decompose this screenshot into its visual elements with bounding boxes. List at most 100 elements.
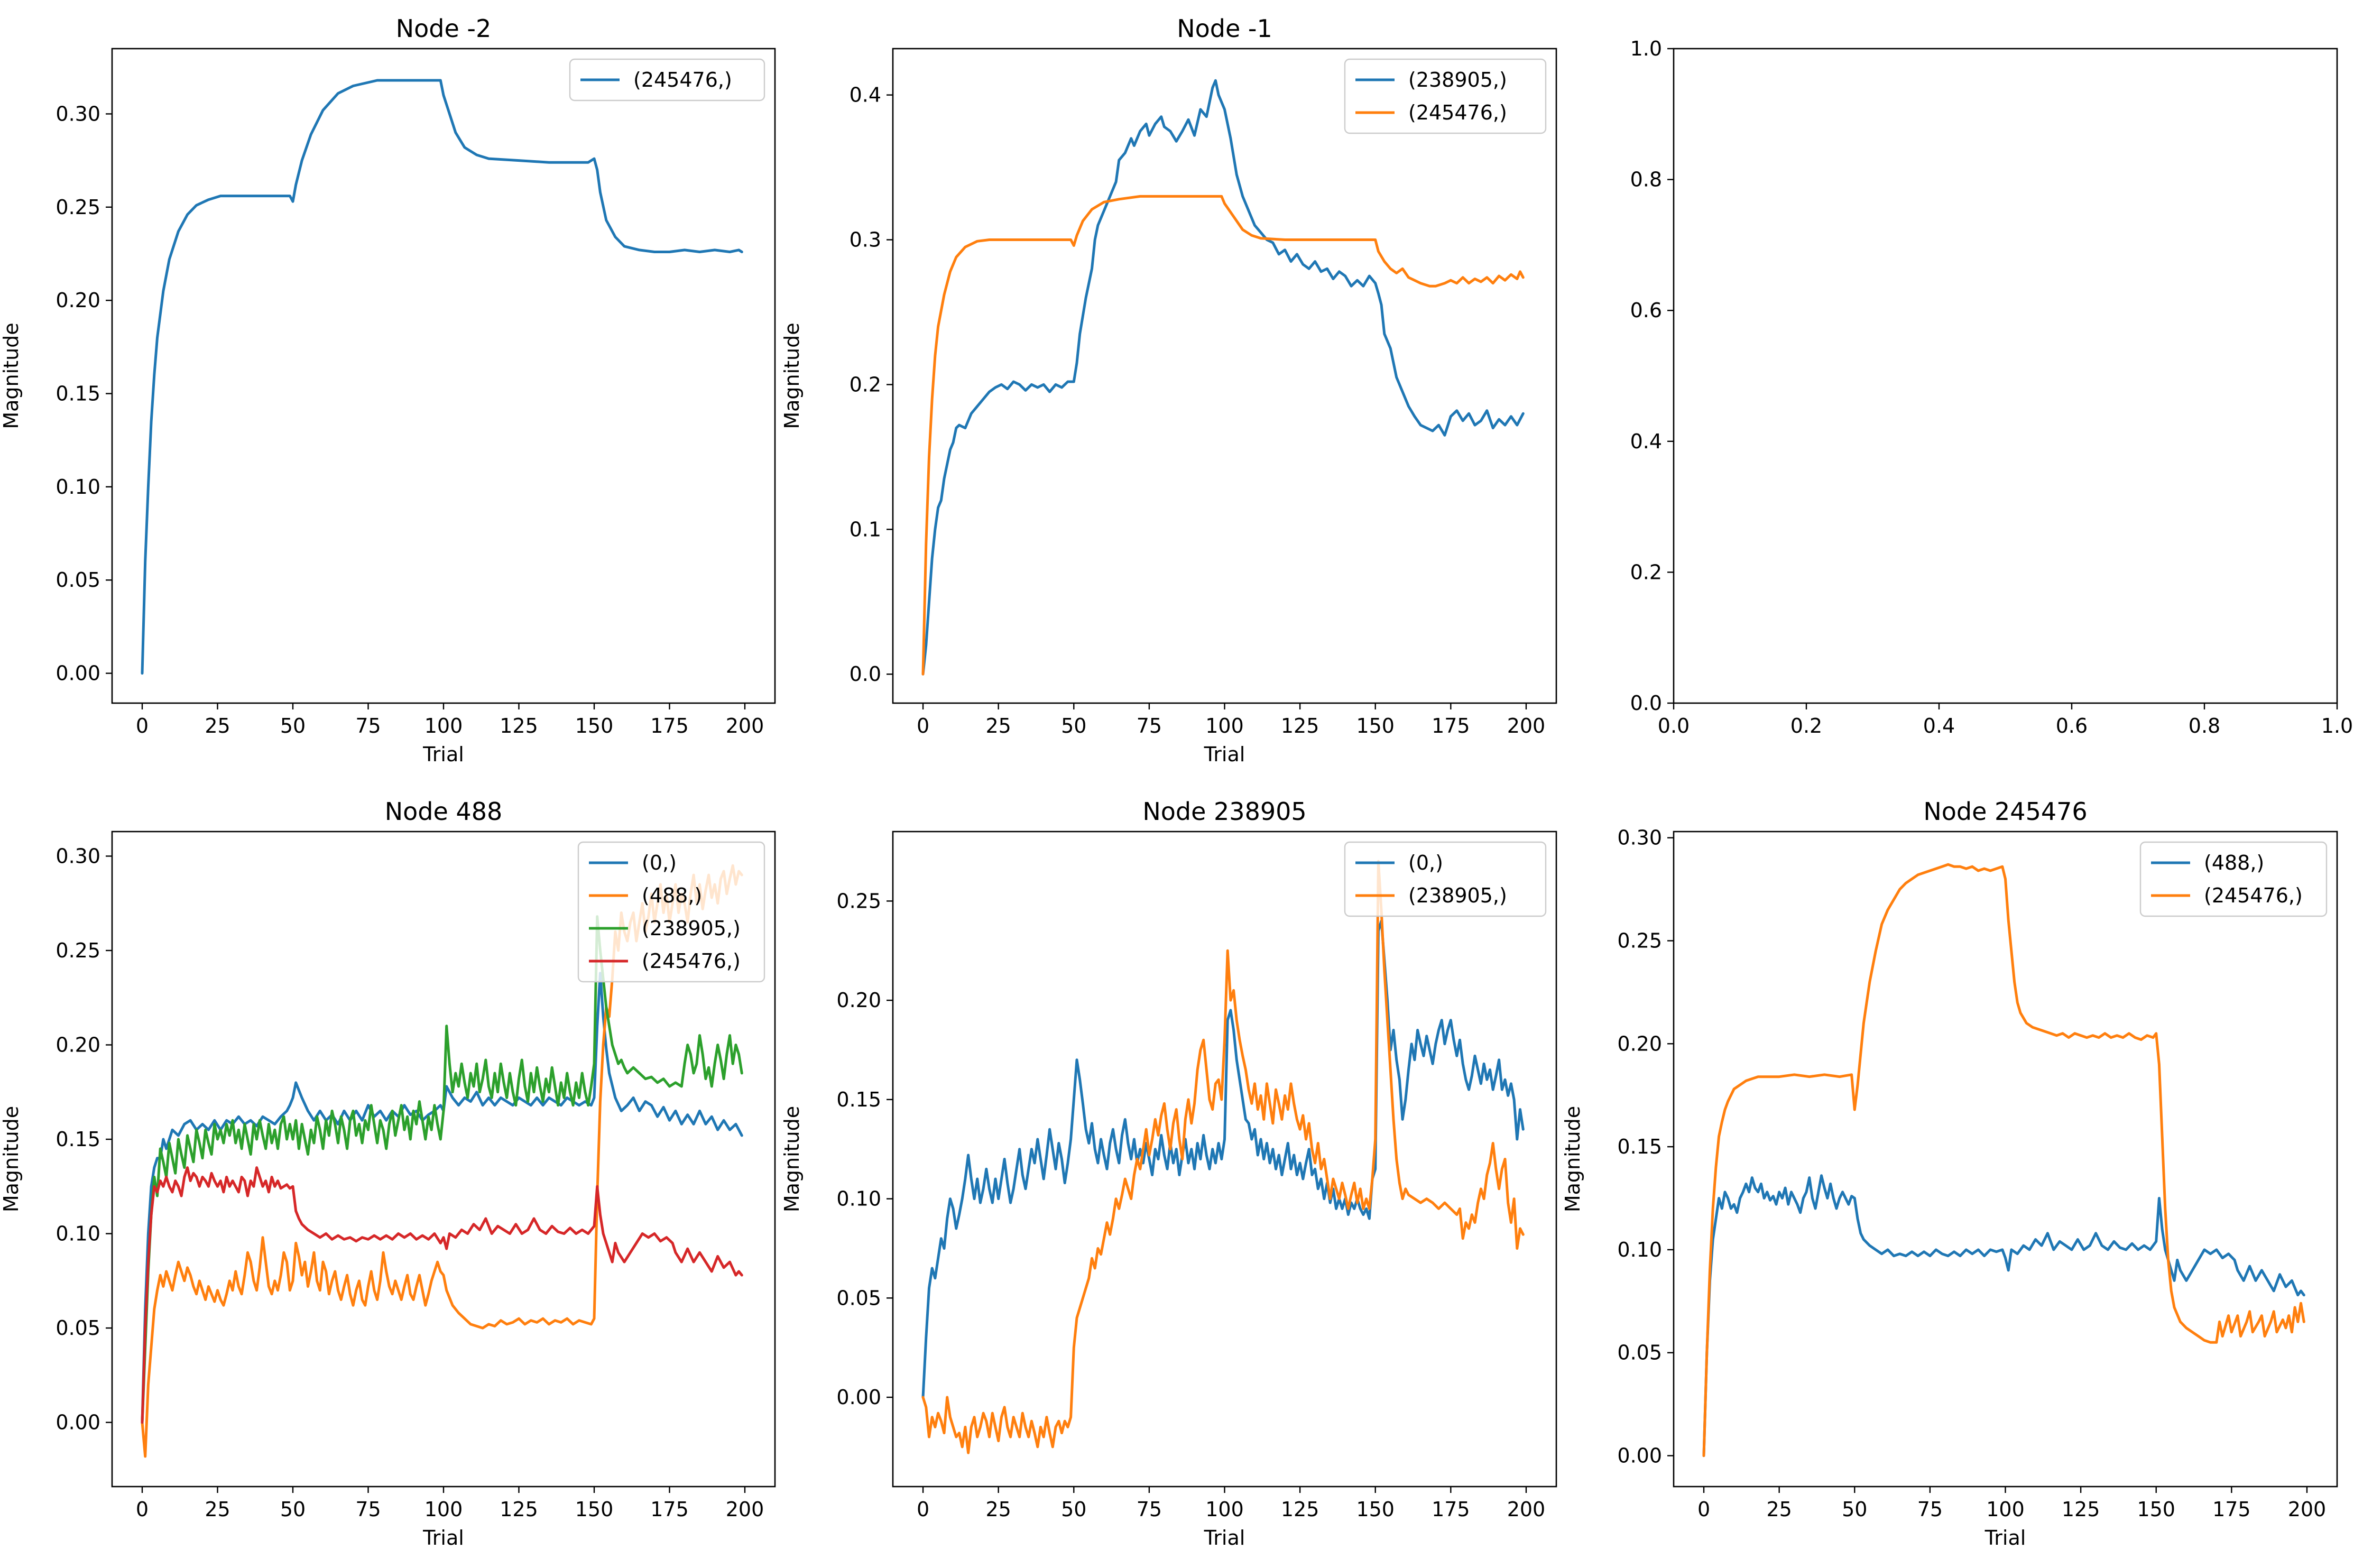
y-tick-label: 0.4 bbox=[850, 84, 881, 107]
x-tick-label: 100 bbox=[1205, 1498, 1244, 1521]
legend-label: (488,) bbox=[2204, 851, 2264, 874]
y-tick-label: 0.15 bbox=[56, 1128, 100, 1151]
x-tick-label: 0 bbox=[917, 1498, 929, 1521]
legend-label: (488,) bbox=[642, 884, 702, 907]
y-tick-label: 0.20 bbox=[56, 289, 100, 312]
y-tick-label: 0.00 bbox=[1617, 1444, 1662, 1468]
y-axis-label: Magnitude bbox=[780, 322, 804, 429]
x-tick-label: 125 bbox=[500, 714, 538, 737]
y-tick-label: 0.6 bbox=[1630, 299, 1662, 322]
x-tick-label: 125 bbox=[1281, 714, 1319, 737]
legend-box bbox=[569, 58, 765, 102]
x-axis-label: Trial bbox=[1984, 1526, 2026, 1549]
legend-label: (0,) bbox=[1408, 851, 1443, 874]
series-line-1 bbox=[1702, 1174, 2305, 1458]
x-tick-label: 25 bbox=[985, 714, 1011, 737]
x-tick-label: 150 bbox=[575, 1498, 614, 1521]
subplot-title: Node 488 bbox=[385, 797, 502, 826]
subplot-title: Node -2 bbox=[396, 14, 492, 43]
legend-box bbox=[2139, 841, 2328, 917]
y-tick-label: 0.8 bbox=[1630, 168, 1662, 191]
y-tick-label: 0.25 bbox=[56, 196, 100, 219]
x-tick-label: 0.8 bbox=[2189, 714, 2220, 737]
subplot-title: Node 238905 bbox=[1142, 797, 1306, 826]
subplot-title: Node 245476 bbox=[1923, 797, 2087, 826]
y-tick-label: 0.30 bbox=[1617, 826, 1662, 850]
x-tick-label: 50 bbox=[280, 714, 306, 737]
y-tick-label: 0.05 bbox=[56, 1316, 100, 1340]
y-tick-label: 0.10 bbox=[56, 1222, 100, 1246]
y-axis-label: Magnitude bbox=[0, 1106, 23, 1212]
x-tick-label: 50 bbox=[1842, 1498, 1867, 1521]
x-axis-label: Trial bbox=[422, 1526, 464, 1549]
x-tick-label: 150 bbox=[2137, 1498, 2175, 1521]
legend-label: (238905,) bbox=[642, 917, 741, 940]
subplot-1: Node -2 0 25 50 75 100 125 150 175 200 0.00 0.05 0.1… bbox=[0, 14, 776, 766]
x-axis-label: Trial bbox=[1204, 1526, 1245, 1549]
axes-frame bbox=[1673, 831, 2338, 1488]
x-tick-label: 75 bbox=[1137, 1498, 1162, 1521]
x-tick-label: 0.0 bbox=[1658, 714, 1690, 737]
series-line-4 bbox=[141, 1166, 743, 1424]
y-axis-label: Magnitude bbox=[0, 322, 23, 429]
subplot-4: Node 488 0 25 50 75 100 125 150 175 200 0.00 0.05 0.… bbox=[0, 797, 776, 1549]
axes-frame bbox=[1673, 48, 2338, 704]
y-tick-label: 0.2 bbox=[850, 373, 881, 396]
x-tick-label: 150 bbox=[575, 714, 614, 737]
x-tick-label: 0 bbox=[1697, 1498, 1710, 1521]
series-line-1 bbox=[141, 972, 743, 1424]
axes-frame bbox=[111, 48, 776, 704]
x-tick-label: 100 bbox=[1205, 714, 1244, 737]
x-tick-label: 125 bbox=[2062, 1498, 2100, 1521]
x-tick-label: 0.2 bbox=[1790, 714, 1822, 737]
series-line-1 bbox=[921, 919, 1525, 1399]
y-axis-label: Magnitude bbox=[780, 1106, 804, 1212]
legend: (0,) (488,) (238905,) (245476,) bbox=[577, 841, 765, 983]
x-tick-label: 25 bbox=[205, 1498, 230, 1521]
legend: (0,) (238905,) bbox=[1344, 841, 1547, 917]
legend-label: (245476,) bbox=[642, 949, 741, 973]
legend-label: (245476,) bbox=[2204, 884, 2303, 907]
x-tick-label: 200 bbox=[726, 1498, 764, 1521]
y-tick-label: 0.4 bbox=[1630, 430, 1662, 453]
y-tick-label: 0.25 bbox=[836, 889, 881, 912]
x-tick-label: 0 bbox=[917, 714, 929, 737]
x-tick-label: 200 bbox=[1507, 714, 1546, 737]
x-tick-label: 75 bbox=[355, 1498, 381, 1521]
x-tick-label: 175 bbox=[650, 714, 689, 737]
x-tick-label: 0 bbox=[136, 1498, 149, 1521]
y-tick-label: 1.0 bbox=[1630, 37, 1662, 60]
axes-frame bbox=[892, 48, 1557, 704]
series-line-1 bbox=[921, 79, 1525, 676]
legend-box bbox=[1344, 58, 1547, 134]
legend-label: (238905,) bbox=[1408, 68, 1507, 91]
x-tick-label: 200 bbox=[726, 714, 764, 737]
subplot-5: Node 238905 0 25 50 75 100 125 150 175 200 0.00 0.0… bbox=[780, 797, 1557, 1549]
x-tick-label: 200 bbox=[2288, 1498, 2327, 1521]
x-tick-label: 175 bbox=[1432, 714, 1470, 737]
x-tick-label: 1.0 bbox=[2321, 714, 2353, 737]
x-tick-label: 100 bbox=[424, 1498, 463, 1521]
x-tick-label: 0.4 bbox=[1923, 714, 1955, 737]
y-tick-label: 0.10 bbox=[836, 1187, 881, 1211]
series-line-2 bbox=[921, 860, 1525, 1454]
x-tick-label: 125 bbox=[1281, 1498, 1319, 1521]
x-tick-label: 75 bbox=[355, 714, 381, 737]
y-tick-label: 0.0 bbox=[1630, 691, 1662, 715]
x-tick-label: 175 bbox=[2212, 1498, 2251, 1521]
x-tick-label: 100 bbox=[424, 714, 463, 737]
x-tick-label: 50 bbox=[280, 1498, 306, 1521]
legend-box bbox=[1344, 841, 1547, 917]
subplot-6: Node 245476 0 25 50 75 100 125 150 175 200 0.00 0.0… bbox=[1561, 797, 2338, 1549]
y-tick-label: 0.25 bbox=[56, 939, 100, 962]
x-tick-label: 150 bbox=[1356, 1498, 1395, 1521]
x-axis-label: Trial bbox=[422, 743, 464, 766]
x-tick-label: 100 bbox=[1986, 1498, 2025, 1521]
x-tick-label: 25 bbox=[985, 1498, 1011, 1521]
y-tick-label: 0.10 bbox=[1617, 1238, 1662, 1261]
legend: (245476,) bbox=[569, 58, 765, 102]
y-tick-label: 0.00 bbox=[56, 662, 100, 685]
x-tick-label: 75 bbox=[1137, 714, 1162, 737]
x-tick-label: 175 bbox=[1432, 1498, 1470, 1521]
series-line-2 bbox=[1702, 863, 2305, 1458]
